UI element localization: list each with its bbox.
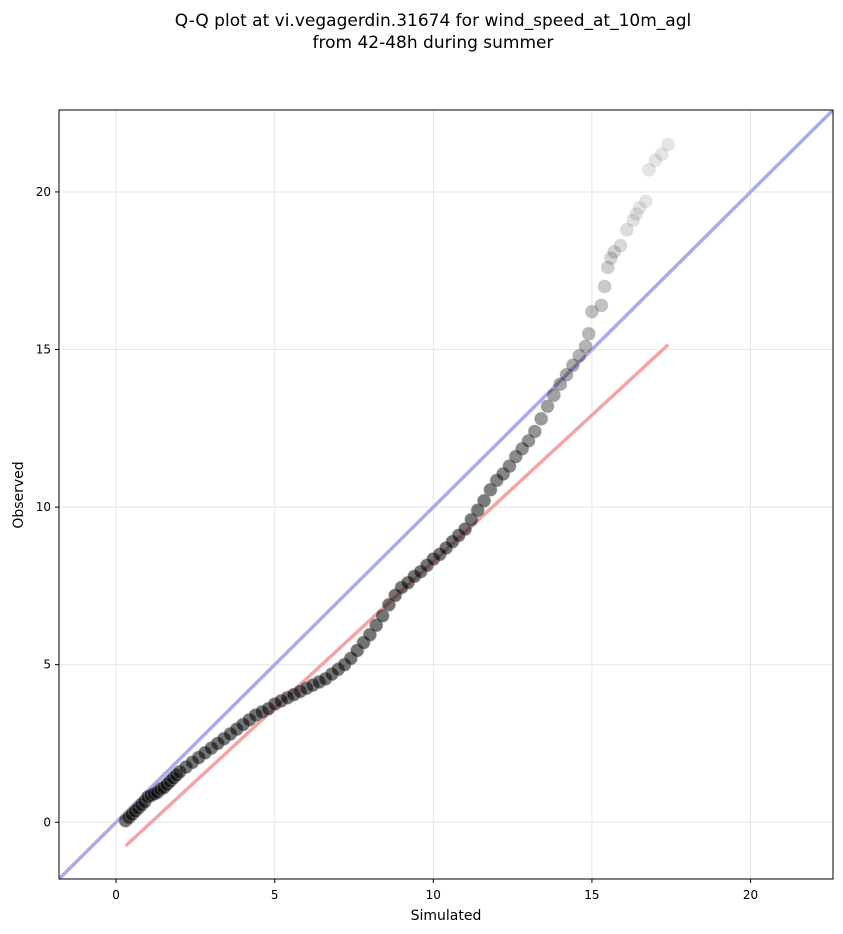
data-point	[515, 441, 530, 456]
lines-layer	[59, 110, 833, 879]
data-point	[626, 213, 641, 228]
chart-title-line-1: Q-Q plot at vi.vegagerdin.31674 for wind…	[175, 11, 691, 31]
data-point	[632, 200, 647, 215]
data-point	[458, 522, 473, 537]
data-point	[527, 424, 542, 439]
data-point	[594, 298, 609, 313]
data-point	[638, 194, 653, 209]
data-point	[661, 137, 676, 152]
data-point	[578, 339, 593, 354]
data-point	[534, 411, 549, 426]
x-tick-label: 15	[584, 888, 599, 902]
y-tick-label: 5	[43, 658, 51, 672]
chart-title-line-2: from 42-48h during summer	[313, 33, 554, 53]
data-point	[508, 449, 523, 464]
y-tick-label: 20	[36, 185, 51, 199]
data-point	[540, 399, 555, 414]
data-point	[362, 627, 377, 642]
data-point	[584, 304, 599, 319]
y-axis-label: Observed	[11, 461, 27, 528]
data-point	[597, 279, 612, 294]
x-tick-label: 5	[271, 888, 279, 902]
data-point	[607, 244, 622, 259]
data-point	[654, 147, 669, 162]
plot-frame	[58, 109, 834, 880]
data-point	[600, 260, 615, 275]
x-tick-label: 10	[426, 888, 441, 902]
data-point	[565, 358, 580, 373]
data-point	[546, 388, 561, 403]
points-layer	[118, 137, 676, 828]
data-point	[521, 433, 536, 448]
identity-line	[59, 110, 833, 879]
data-point	[642, 162, 657, 177]
data-point	[502, 459, 517, 474]
y-tick-label: 15	[36, 343, 51, 357]
x-axis-label: Simulated	[411, 908, 482, 924]
data-point	[470, 503, 485, 518]
data-point	[619, 222, 634, 237]
y-tick-label: 0	[43, 815, 51, 829]
data-point	[381, 597, 396, 612]
data-point	[648, 153, 663, 168]
x-tick-label: 20	[743, 888, 758, 902]
data-point	[489, 473, 504, 488]
data-point	[559, 367, 574, 382]
data-point	[553, 377, 568, 392]
x-tick-label: 0	[112, 888, 120, 902]
data-point	[629, 207, 644, 222]
grid	[59, 110, 833, 879]
data-point	[464, 512, 479, 527]
data-point	[375, 608, 390, 623]
data-point	[369, 618, 384, 633]
data-point	[477, 493, 492, 508]
y-axis: 0 5 10 15 20	[36, 185, 59, 829]
data-point	[581, 326, 596, 341]
x-axis: 0 5 10 15 20	[112, 879, 758, 902]
y-tick-label: 10	[36, 500, 51, 514]
data-point	[572, 348, 587, 363]
data-point	[603, 251, 618, 266]
data-point	[483, 482, 498, 497]
data-point	[496, 467, 511, 482]
data-point	[613, 238, 628, 253]
